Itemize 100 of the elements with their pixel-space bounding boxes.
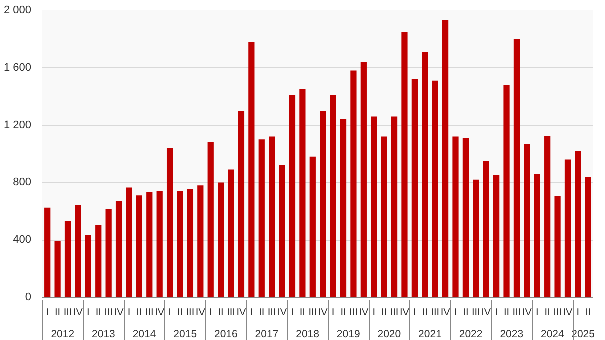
y-tick-label: 0 xyxy=(25,292,32,304)
bar xyxy=(146,192,153,298)
x-tick-label: I xyxy=(332,308,335,318)
bar xyxy=(54,242,61,298)
bar xyxy=(187,189,194,298)
x-tick-label: IV xyxy=(482,308,492,318)
bar xyxy=(452,136,459,298)
bar xyxy=(504,85,510,298)
x-tick-label: II xyxy=(382,308,388,318)
x-tick-label: IV xyxy=(236,308,247,318)
x-tick-label: I xyxy=(291,308,294,318)
bar xyxy=(381,136,388,298)
x-tick-label: IV xyxy=(196,308,206,318)
x-tick-label: III xyxy=(472,308,480,318)
x-tick-label: IV xyxy=(440,308,451,318)
bar xyxy=(269,136,276,298)
text: 2019 xyxy=(336,328,360,340)
bar xyxy=(116,201,122,298)
text: 2023 xyxy=(500,328,524,340)
bar xyxy=(177,191,184,298)
bar xyxy=(402,32,408,298)
bar xyxy=(166,148,174,298)
bar xyxy=(75,204,82,298)
bar xyxy=(350,70,357,298)
y-tick-label: 400 xyxy=(13,234,32,246)
y-tick-label: 1 200 xyxy=(4,119,32,132)
x-tick-label: III xyxy=(227,308,236,318)
text: 2022 xyxy=(459,328,483,340)
x-tick-label: IV xyxy=(359,308,369,318)
bar xyxy=(391,116,398,298)
x-tick-label: III xyxy=(145,308,154,318)
bar xyxy=(494,176,500,298)
x-tick-label: I xyxy=(128,308,131,318)
bar xyxy=(279,165,286,298)
y-tick-label: 1 600 xyxy=(4,62,32,74)
x-tick-label: III xyxy=(308,308,318,318)
bar xyxy=(462,138,470,298)
bar xyxy=(126,188,132,298)
bar xyxy=(534,174,540,298)
bar xyxy=(300,89,306,298)
bar xyxy=(360,62,367,298)
bar xyxy=(330,95,336,298)
x-tick-label: IV xyxy=(114,308,124,318)
x-tick-label: II xyxy=(504,308,510,318)
x-tick-label: I xyxy=(168,308,172,318)
x-tick-label: I xyxy=(46,308,49,318)
x-tick-label: III xyxy=(186,308,195,318)
bar xyxy=(156,191,163,298)
bar xyxy=(514,39,520,298)
x-tick-label: IV xyxy=(278,308,288,318)
bar xyxy=(422,52,428,298)
bar xyxy=(320,110,326,298)
x-tick-label: III xyxy=(64,308,72,318)
x-tick-label: I xyxy=(209,308,212,318)
x-tick-label: I xyxy=(536,308,539,318)
bar xyxy=(208,142,214,298)
x-tick-label: II xyxy=(259,308,265,318)
bar xyxy=(524,144,530,298)
x-tick-label: I xyxy=(495,308,498,318)
bar xyxy=(289,95,296,298)
text: 2020 xyxy=(378,328,402,340)
x-tick-label: IV xyxy=(400,308,410,318)
x-tick-label: I xyxy=(250,308,254,318)
x-tick-label: III xyxy=(104,308,113,318)
bar xyxy=(432,80,438,298)
y-tick-label: 800 xyxy=(13,176,32,189)
bar xyxy=(64,221,72,298)
bar xyxy=(442,20,449,298)
x-tick-label: IV xyxy=(522,308,532,318)
bar xyxy=(218,182,224,298)
x-tick-label: III xyxy=(512,308,522,318)
bar xyxy=(473,180,480,298)
text: 2016 xyxy=(214,328,238,340)
x-tick-label: II xyxy=(136,308,142,318)
bar xyxy=(340,120,347,298)
x-tick-label: III xyxy=(431,308,440,318)
text: 2013 xyxy=(92,328,116,340)
x-tick-label: IV xyxy=(73,308,84,318)
x-tick-label: II xyxy=(463,308,469,318)
x-tick-label: I xyxy=(576,308,580,318)
text: 2018 xyxy=(296,328,320,340)
bar xyxy=(136,196,142,298)
y-tick-label: 2 000 xyxy=(4,4,32,16)
x-tick-label: II xyxy=(218,308,224,318)
bar xyxy=(483,161,490,298)
x-tick-label: III xyxy=(390,308,399,318)
text: 2015 xyxy=(174,328,198,340)
x-tick-label: I xyxy=(372,308,376,318)
bar xyxy=(554,196,561,298)
x-tick-label: IV xyxy=(563,308,574,318)
bar xyxy=(238,110,245,298)
bar xyxy=(198,186,204,298)
bar xyxy=(575,151,582,298)
x-tick-label: II xyxy=(177,308,184,318)
x-tick-label: II xyxy=(544,308,550,318)
x-tick-label: II xyxy=(300,308,306,318)
bar xyxy=(544,136,551,298)
bar xyxy=(412,79,418,298)
bar xyxy=(85,235,92,298)
x-tick-label: I xyxy=(87,308,90,318)
